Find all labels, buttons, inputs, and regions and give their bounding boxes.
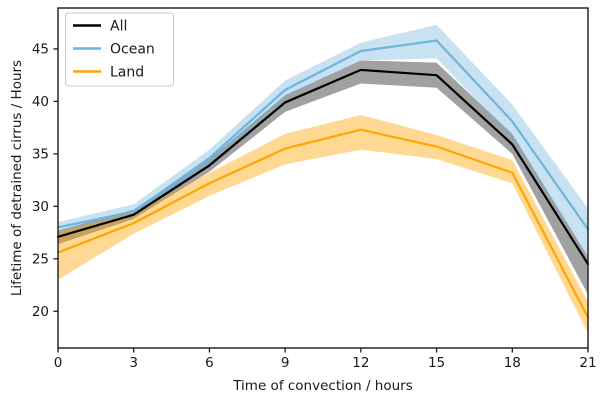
legend-label-ocean: Ocean (110, 42, 155, 58)
plot-border (57, 7, 589, 349)
series-line-ocean (56, 39, 590, 231)
y-tick-label: 25 (32, 251, 49, 267)
x-tick-label: 12 (352, 355, 369, 371)
y-tick-label: 40 (32, 94, 49, 110)
legend: All Ocean Land (65, 12, 174, 87)
y-tick-label: 35 (32, 146, 49, 162)
legend-label-all: All (110, 19, 127, 35)
x-tick-label: 18 (504, 355, 521, 371)
x-axis-label: Time of convection / hours (233, 378, 413, 394)
series-line-land (56, 128, 590, 319)
x-tick-label: 3 (129, 355, 138, 371)
x-tick-label: 21 (579, 355, 596, 371)
legend-box (65, 12, 174, 87)
y-axis: 20 25 30 35 40 45 (32, 41, 58, 320)
y-axis-label: Lifetime of detrained cirrus / Hours (9, 59, 25, 297)
x-tick-label: 6 (205, 355, 214, 371)
x-axis: 0 3 6 9 12 15 18 21 (54, 348, 597, 371)
y-tick-label: 45 (32, 41, 49, 57)
legend-label-land: Land (110, 65, 144, 81)
series-line-all (56, 68, 590, 266)
x-tick-label: 0 (54, 355, 63, 371)
x-tick-label: 9 (281, 355, 290, 371)
y-tick-label: 30 (32, 199, 49, 215)
y-tick-label: 20 (32, 304, 49, 320)
x-tick-label: 15 (428, 355, 445, 371)
